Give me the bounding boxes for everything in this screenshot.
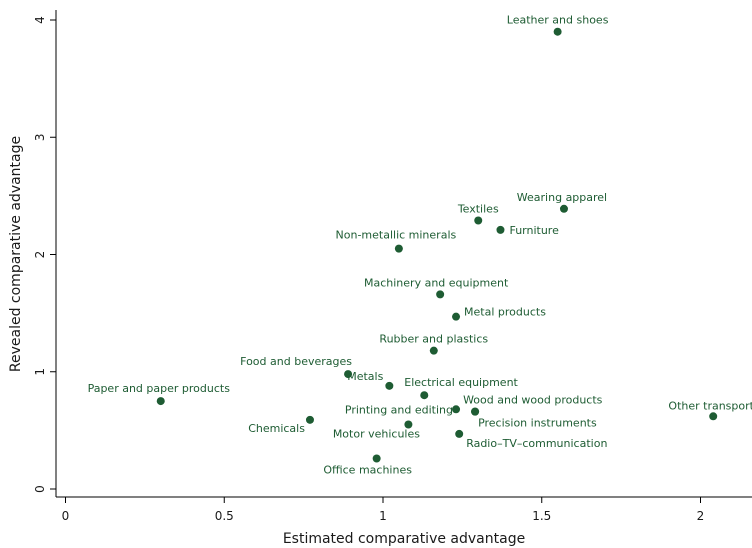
point-label: Other transport [668,399,752,412]
data-point [429,346,438,355]
x-tick-label: 2 [697,509,705,523]
point-label: Leather and shoes [507,14,609,27]
data-point [455,429,464,438]
point-label: Textiles [457,202,499,215]
data-point [305,415,314,424]
point-label: Wearing apparel [517,191,607,204]
y-tick-label: 2 [33,251,47,259]
point-label: Wood and wood products [463,394,603,407]
data-point [452,405,461,414]
point-label: Furniture [509,224,559,237]
point-label: Motor vehicules [333,428,420,441]
y-tick-label: 0 [33,485,47,493]
data-point [420,391,429,400]
data-point [559,204,568,213]
data-point [344,370,353,379]
point-label: Machinery and equipment [364,276,509,289]
y-tick-label: 4 [33,16,47,24]
point-label: Electrical equipment [404,376,518,389]
y-tick-label: 3 [33,133,47,141]
data-point [474,216,483,225]
point-label: Chemicals [248,422,305,435]
point-label: Printing and editing [345,403,453,416]
axis-ticks: 0 0.5 1 1.5 2 0 1 2 3 4 [33,16,704,523]
data-point [372,454,381,463]
point-label: Metal products [464,306,546,319]
point-label: Metals [347,370,383,383]
data-point [471,407,480,416]
data-point [385,381,394,390]
data-point [394,244,403,253]
x-tick-label: 1 [379,509,387,523]
point-label: Rubber and plastics [379,333,488,346]
data-point [156,397,165,406]
y-tick-label: 1 [33,368,47,376]
data-point [496,225,505,234]
y-axis-title: Revealed comparative advantage [8,136,24,372]
point-label: Radio–TV–communication [466,437,607,450]
x-tick-label: 1.5 [532,509,551,523]
point-label: Food and beverages [240,355,352,368]
data-point [553,27,562,36]
point-label: Non-metallic minerals [336,229,457,242]
point-label: Paper and paper products [88,382,231,395]
data-point [404,420,413,429]
x-tick-label: 0.5 [215,509,234,523]
x-tick-label: 0 [62,509,70,523]
data-points [156,27,718,463]
data-point [436,290,445,299]
data-point [452,312,461,321]
data-point [709,412,718,421]
point-label: Office machines [323,464,412,477]
point-labels: Leather and shoes Wearing apparel Textiles… [88,14,752,477]
x-axis-title: Estimated comparative advantage [283,531,525,547]
point-label: Precision instruments [478,417,597,430]
